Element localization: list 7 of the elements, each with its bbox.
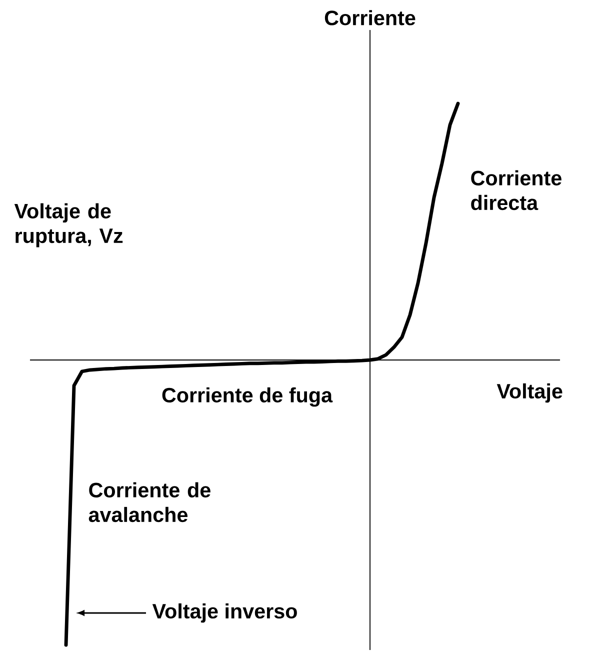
y-axis-title: Corriente bbox=[324, 10, 416, 26]
text: Corriente directa bbox=[471, 170, 562, 210]
annotation: Voltaje inverso bbox=[152, 603, 297, 623]
annotation: Corriente de fuga bbox=[162, 387, 333, 407]
annotation: Corriente de avalanche bbox=[88, 482, 210, 522]
annotation: Voltaje de ruptura, Vz bbox=[14, 203, 123, 248]
x-axis-title: Voltaje bbox=[496, 383, 562, 403]
